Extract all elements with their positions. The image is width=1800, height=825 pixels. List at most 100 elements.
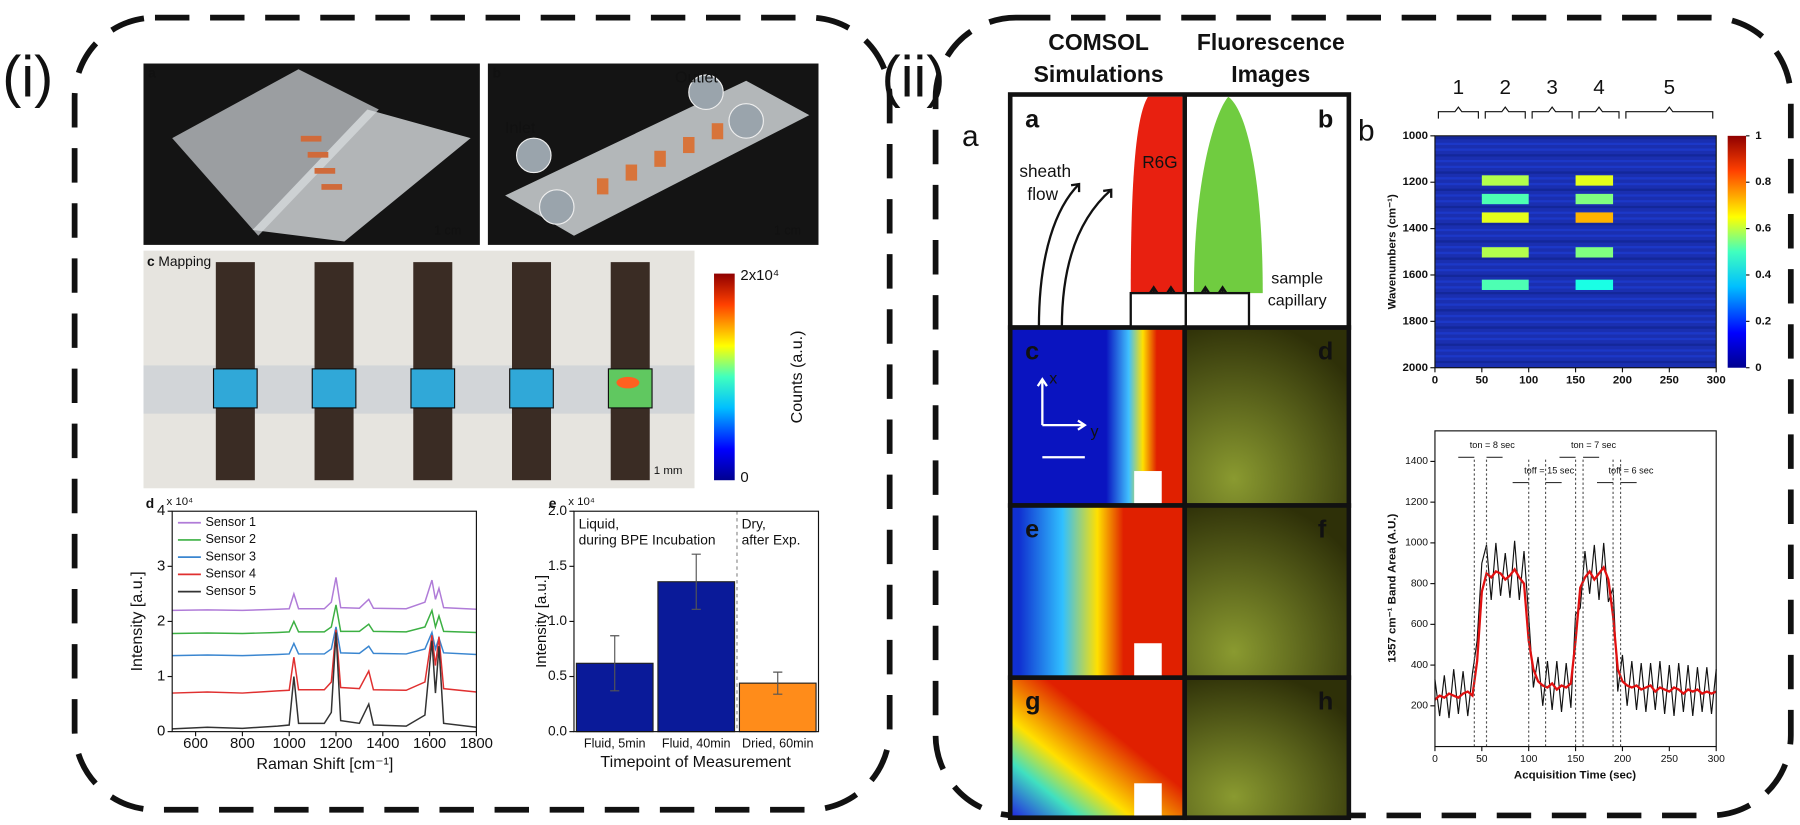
label: 1: [1453, 76, 1465, 99]
legend-label: Sensor 3: [205, 549, 255, 563]
label: 1357 cm⁻¹ Band Area (A.U.): [1387, 513, 1399, 662]
bracket: [1578, 106, 1620, 119]
electrode: [683, 136, 695, 154]
electrode: [300, 135, 322, 142]
label: y: [1091, 422, 1099, 440]
x-tick-label: 600: [183, 735, 208, 752]
label: Counts (a.u.): [788, 330, 806, 423]
c-tick-label: 0.8: [1755, 176, 1772, 188]
band: [1481, 279, 1529, 290]
y-tick-label: 1: [157, 667, 165, 684]
bracket: [1531, 106, 1573, 119]
arrow: [1060, 188, 1113, 328]
label: toff = 15 sec: [1524, 465, 1574, 475]
x-tick-label: 1400: [366, 735, 399, 752]
x-tick-label: 0: [1432, 374, 1438, 386]
x-tick-label: 150: [1567, 754, 1584, 765]
port: [538, 189, 575, 225]
hotspot: [616, 376, 640, 389]
y-tick-label: 200: [1411, 701, 1428, 712]
map: [212, 368, 258, 409]
label: ton = 8 sec: [1470, 440, 1516, 450]
x-tick-label: 200: [1614, 754, 1631, 765]
error-bar: [691, 553, 701, 610]
label: b: [492, 65, 500, 80]
spectrum: [172, 577, 477, 612]
y-tick-label: 400: [1411, 660, 1428, 671]
port: [688, 74, 724, 111]
fluorescence: [1182, 503, 1352, 680]
label: b: [1318, 106, 1333, 134]
trace: [1434, 540, 1717, 719]
label: Wavenumbers (cm⁻¹): [1387, 194, 1399, 309]
y-tick-label: 600: [1411, 619, 1428, 630]
chip: [172, 69, 379, 236]
electrode: [307, 151, 329, 158]
band: [1575, 212, 1614, 223]
chip: [252, 109, 471, 242]
axes-frame: [1434, 430, 1717, 748]
legend-label: Sensor 4: [205, 567, 255, 581]
x-tick-label: 50: [1476, 754, 1488, 765]
y-tick-label: 800: [1411, 578, 1428, 589]
legend-label: Sensor 5: [205, 584, 255, 598]
capillary: [1134, 783, 1162, 816]
map: [509, 368, 554, 409]
label: Intensity [a.u.]: [533, 575, 550, 668]
band: [1481, 175, 1529, 186]
label: (i): [2, 45, 53, 109]
x-tick-label: Dried, 60min: [742, 737, 813, 751]
y-tick-label: 2.0: [548, 503, 567, 518]
x-tick-label: 250: [1661, 754, 1678, 765]
x-tick-label: 0: [1432, 754, 1438, 765]
c-tick-label: 0: [1755, 362, 1761, 374]
y-tick-label: 1.5: [548, 558, 567, 573]
y-tick-label: 3: [157, 557, 165, 574]
electrode: [625, 164, 638, 181]
label: 2x10⁴: [740, 267, 779, 284]
label: flow: [1027, 184, 1058, 204]
label: f: [1318, 515, 1327, 543]
spectrum: [172, 629, 477, 694]
y-tick-label: 2: [157, 612, 165, 629]
x-tick-label: Fluid, 5min: [584, 737, 646, 751]
spectrum: [172, 632, 477, 730]
label: 1 cm: [434, 223, 461, 237]
label: Intensity [a.u.]: [128, 571, 146, 671]
label: 1 cm: [774, 223, 801, 237]
axes-arrows: [1036, 377, 1087, 459]
legend-label: Sensor 2: [205, 532, 255, 546]
spectrum: [172, 604, 477, 635]
label: Dry,: [742, 517, 766, 532]
label: during BPE Incubation: [579, 533, 716, 548]
dashed-frame: [932, 14, 1794, 819]
label: 1 mm: [654, 465, 683, 477]
error-bar: [610, 635, 620, 692]
label: 2: [1500, 76, 1512, 99]
legend-label: Sensor 1: [205, 515, 255, 529]
fluor-plume: [1193, 96, 1263, 294]
label: x: [1049, 369, 1057, 387]
label: COMSOL: [1048, 29, 1149, 55]
y-tick-label: 1200: [1405, 497, 1428, 508]
label: 3: [1546, 76, 1558, 99]
band: [1481, 212, 1529, 223]
axes-frame: [171, 510, 477, 733]
bracket: [1437, 106, 1479, 119]
capillary: [1134, 643, 1162, 676]
y-tick-label: 2000: [1403, 362, 1429, 374]
y-tick-label: 1800: [1403, 315, 1429, 327]
x-tick-label: 300: [1708, 754, 1725, 765]
x-tick-label: 100: [1519, 374, 1538, 386]
label: c: [147, 254, 155, 269]
y-tick-label: 1.0: [548, 613, 567, 628]
x-tick-label: 800: [230, 735, 255, 752]
label: Liquid,: [579, 517, 620, 532]
y-tick-label: 1600: [1403, 269, 1429, 281]
fluorescence: [1182, 325, 1352, 508]
label: g: [1025, 688, 1040, 716]
colorbar: [1727, 135, 1747, 368]
y-tick-label: 1000: [1403, 130, 1429, 142]
